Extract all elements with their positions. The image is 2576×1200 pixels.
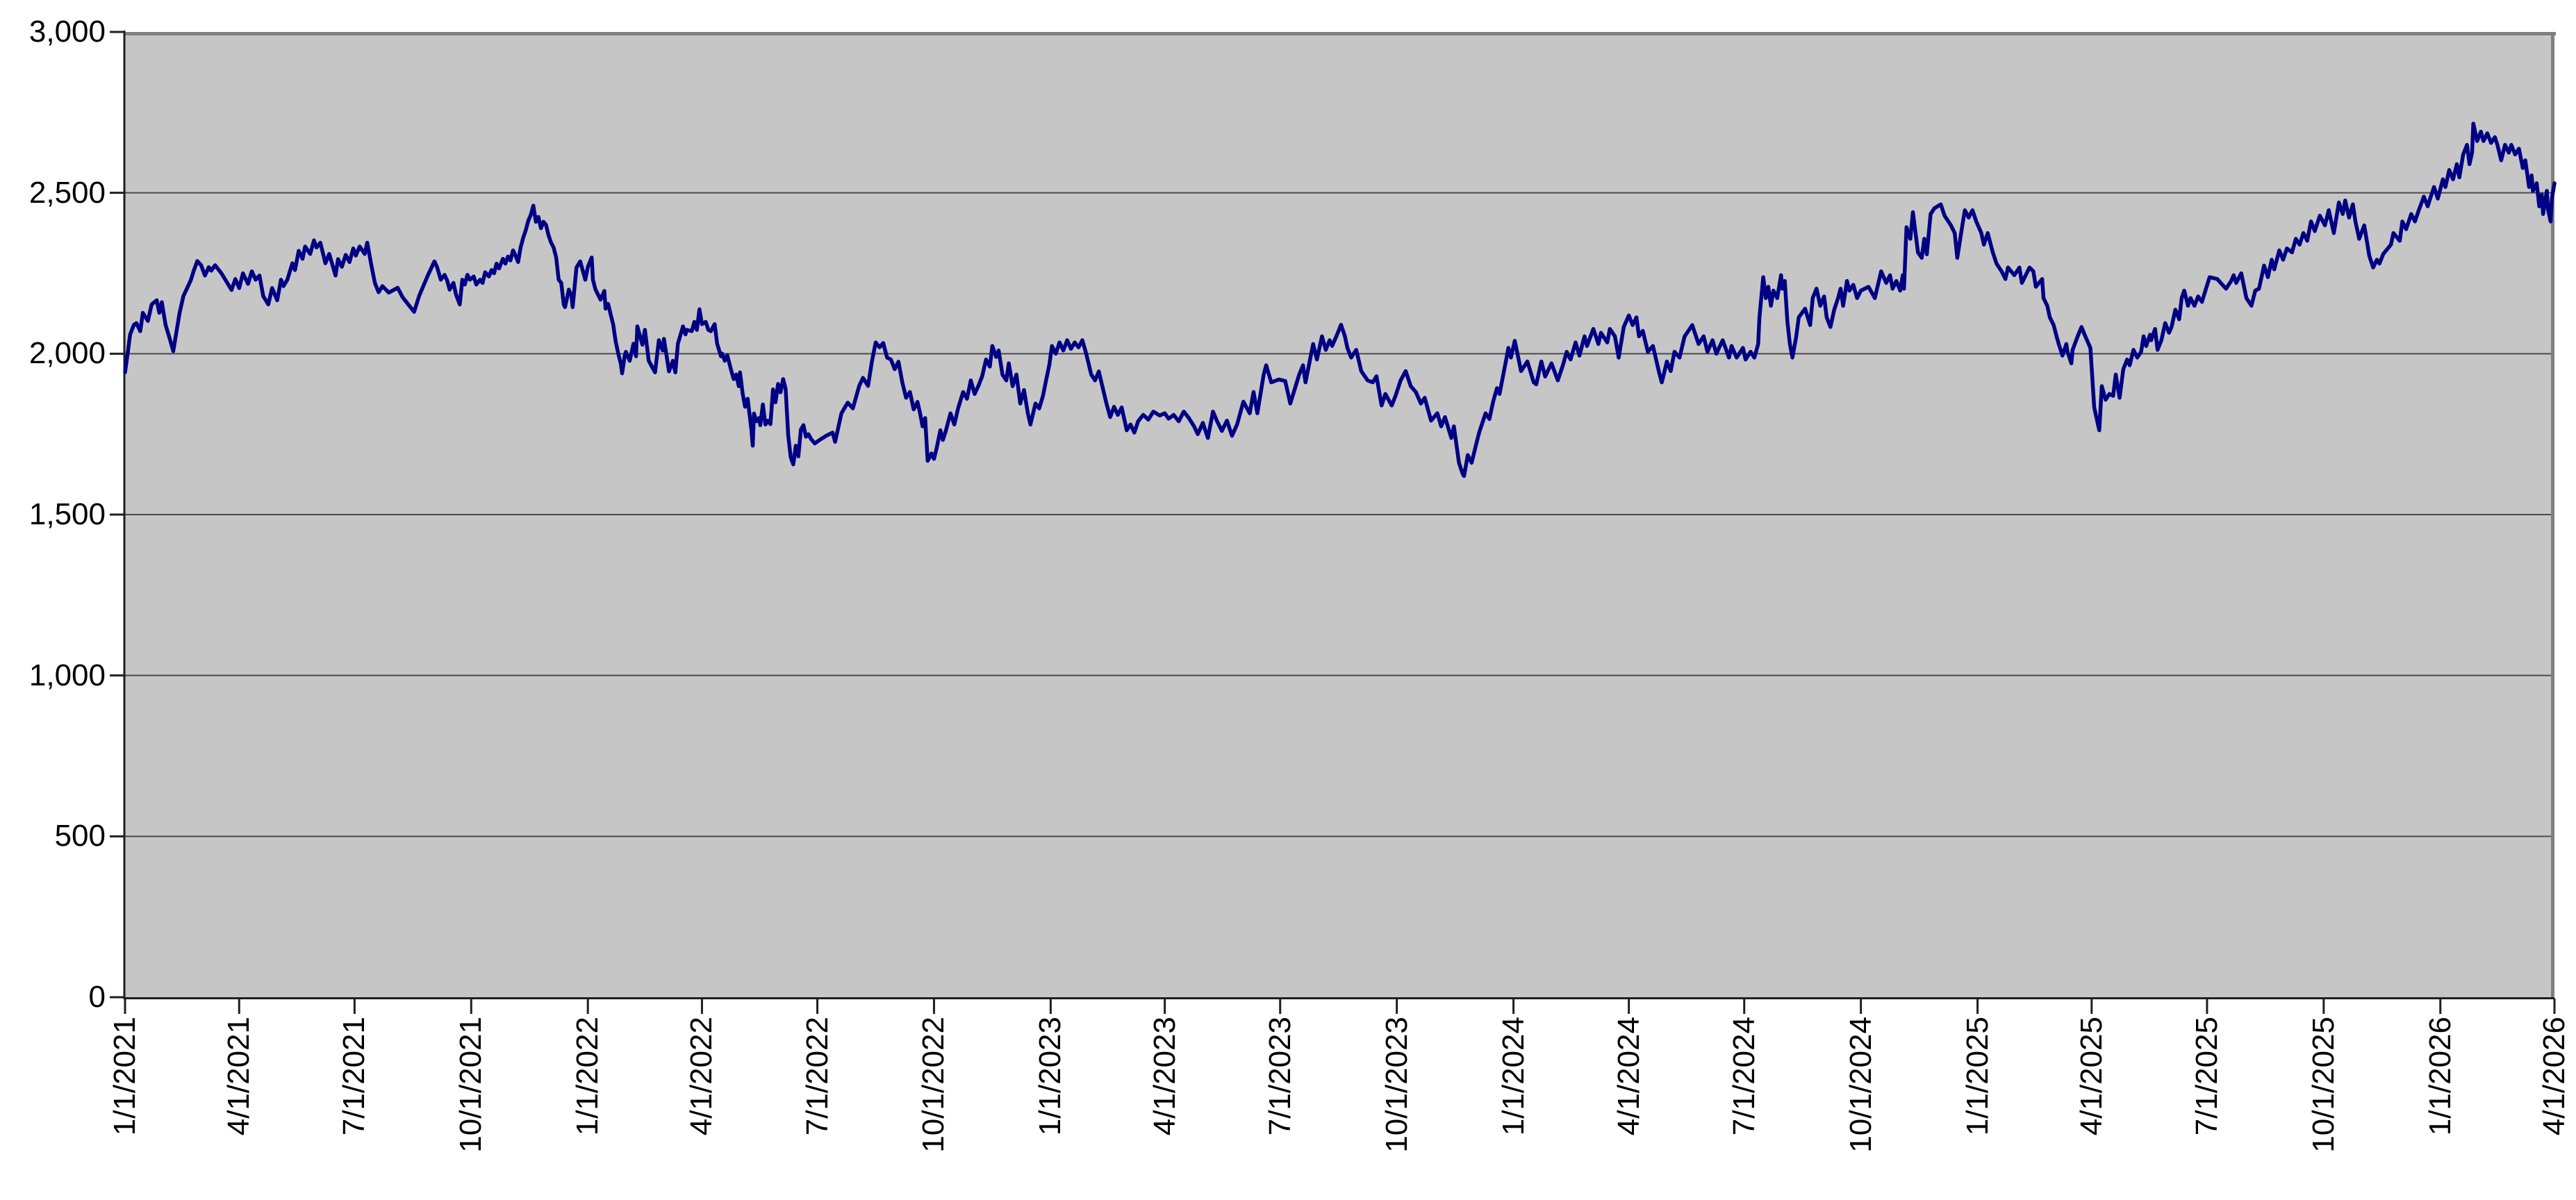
y-axis-label-2,000: 2,000	[28, 336, 106, 371]
x-axis-label-10/1/2025: 10/1/2025	[2306, 1017, 2340, 1153]
x-axis-label-1/1/2021: 1/1/2021	[108, 1017, 142, 1136]
x-axis-label-10/1/2023: 10/1/2023	[1379, 1017, 1414, 1153]
x-axis-label-1/1/2023: 1/1/2023	[1033, 1017, 1068, 1136]
y-axis-label-0: 0	[88, 980, 106, 1014]
y-axis-label-1,000: 1,000	[28, 658, 106, 692]
x-axis-label-7/1/2023: 7/1/2023	[1262, 1017, 1297, 1136]
x-axis-label-4/1/2021: 4/1/2021	[222, 1017, 256, 1136]
x-axis-label-10/1/2022: 10/1/2022	[916, 1017, 951, 1153]
x-axis-label-10/1/2024: 10/1/2024	[1843, 1017, 1878, 1153]
x-axis-label-4/1/2024: 4/1/2024	[1611, 1017, 1646, 1136]
x-axis-label-7/1/2021: 7/1/2021	[337, 1017, 372, 1136]
x-axis-label-4/1/2025: 4/1/2025	[2074, 1017, 2108, 1136]
y-axis-label-1,500: 1,500	[28, 497, 106, 531]
y-axis-label-500: 500	[54, 819, 106, 853]
x-axis-label-4/1/2026: 4/1/2026	[2537, 1017, 2571, 1136]
x-axis-label-7/1/2025: 7/1/2025	[2189, 1017, 2224, 1136]
x-axis-label-1/1/2025: 1/1/2025	[1960, 1017, 1995, 1136]
x-axis-label-10/1/2021: 10/1/2021	[454, 1017, 488, 1153]
y-axis-label-3,000: 3,000	[28, 15, 106, 49]
x-axis-label-7/1/2024: 7/1/2024	[1726, 1017, 1761, 1136]
x-axis-label-4/1/2023: 4/1/2023	[1147, 1017, 1182, 1136]
x-axis-label-1/1/2022: 1/1/2022	[570, 1017, 605, 1136]
x-axis-label-1/1/2026: 1/1/2026	[2422, 1017, 2457, 1136]
x-axis-label-4/1/2022: 4/1/2022	[684, 1017, 719, 1136]
x-axis-label-1/1/2024: 1/1/2024	[1496, 1017, 1530, 1136]
series-line-daily-value	[123, 122, 2557, 478]
x-axis-label-7/1/2022: 7/1/2022	[800, 1017, 834, 1136]
y-axis-label-2,500: 2,500	[28, 175, 106, 210]
